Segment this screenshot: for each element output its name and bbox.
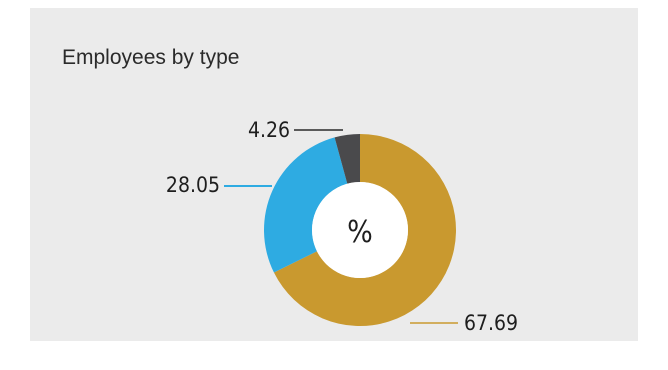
center-label: % [347,215,373,250]
donut-slice-4-26 [334,134,360,184]
donut-slice-28-05 [264,137,348,273]
donut-slices [264,134,456,326]
slice-label-28-05: 28.05 [166,173,220,197]
slice-label-67-69: 67.69 [464,311,518,335]
donut-hole [312,182,408,278]
donut-slice-67-69 [273,134,456,326]
chart-title: Employees by type [62,46,240,69]
slice-label-4-26: 4.26 [248,118,290,142]
